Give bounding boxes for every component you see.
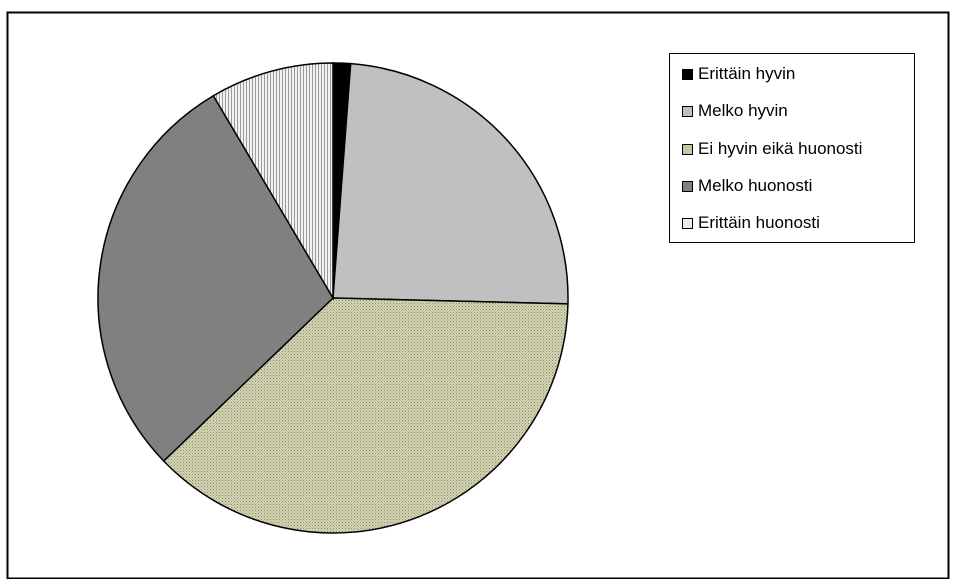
pie-slice-erittäin-huonosti [212,62,334,301]
legend-label: Ei hyvin eikä huonosti [698,139,863,158]
legend-item-melko-huonosti: Melko huonosti [682,174,812,198]
legend-swatch [682,217,693,229]
pie-slice-melko-hyvin [332,62,569,305]
pie-slice-melko-huonosti [97,94,334,463]
legend-label: Erittäin huonosti [698,213,820,232]
legend-item-ei-hyvin-eika-huonosti: Ei hyvin eikä huonosti [682,137,862,161]
legend-item-erittain-hyvin: Erittäin hyvin [682,62,795,86]
legend-item-melko-hyvin: Melko hyvin [682,99,788,123]
legend-swatch [682,68,693,80]
legend-label: Erittäin hyvin [698,64,796,83]
legend-swatch [682,180,693,192]
pie-slice-ei-hyvin-eikä-huonosti [162,297,569,534]
legend: Erittäin hyvin Melko hyvin Ei hyvin eikä… [669,53,915,243]
legend-swatch [682,105,693,117]
legend-item-erittain-huonosti: Erittäin huonosti [682,211,820,235]
legend-swatch [682,143,693,155]
legend-label: Melko huonosti [698,176,813,195]
legend-label: Melko hyvin [698,101,788,120]
